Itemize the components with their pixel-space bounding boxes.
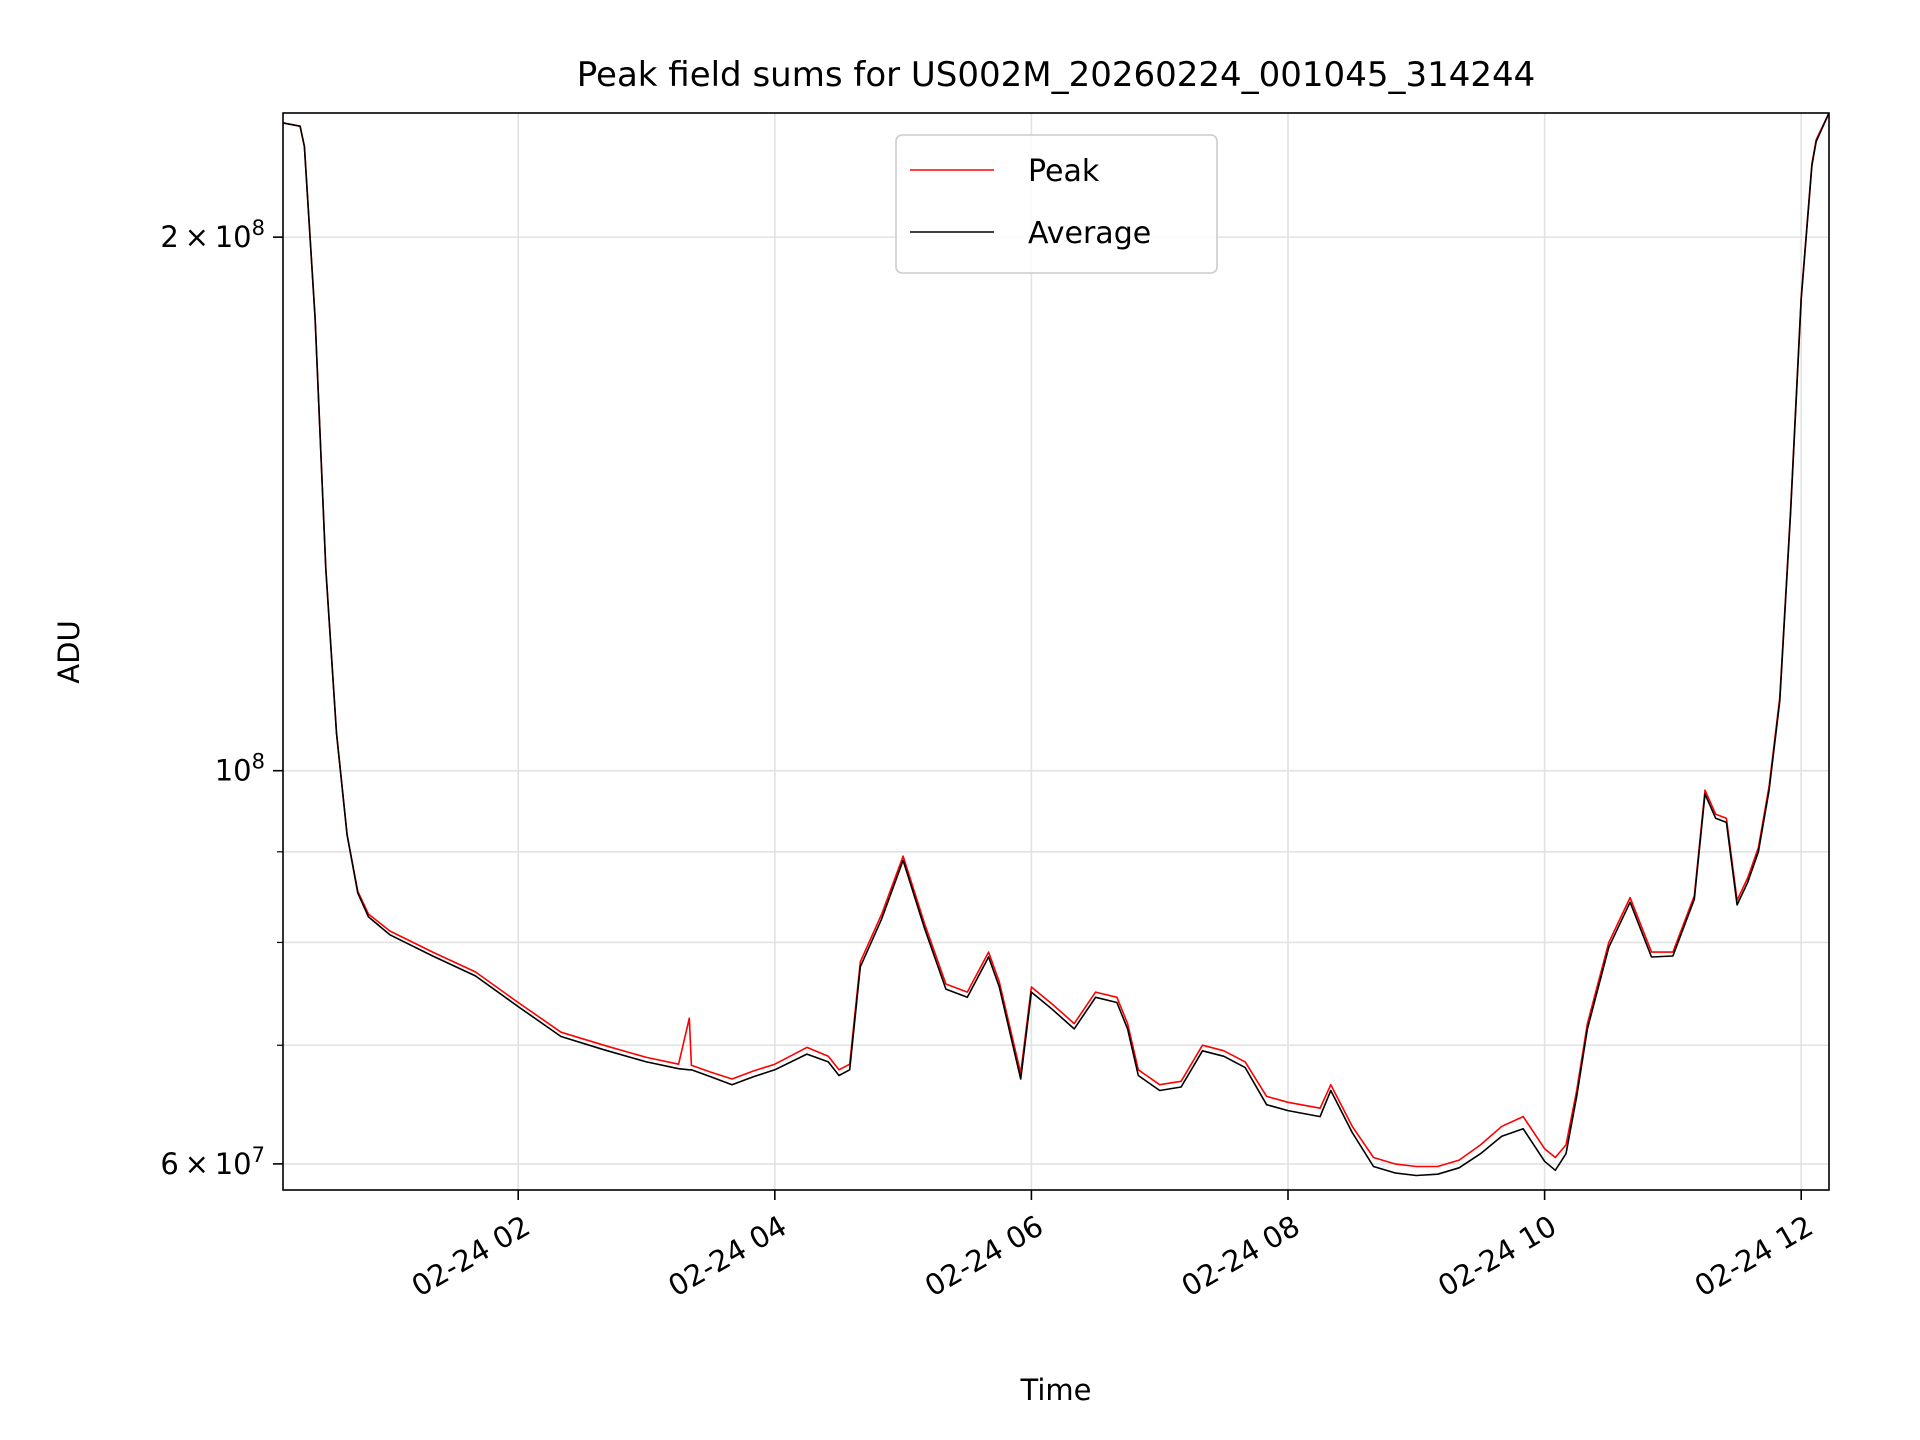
y-tick-exponent: 8	[252, 216, 265, 240]
series-lines	[283, 113, 1829, 1177]
chart-title: Peak field sums for US002M_20260224_0010…	[577, 55, 1536, 95]
legend: Peak Average	[895, 134, 1218, 274]
y-tick-label: 2 × 108	[160, 216, 265, 254]
legend-peak-label: Peak	[1028, 154, 1100, 189]
series-line-peak	[283, 113, 1829, 1168]
x-axis-label: Time	[1020, 1373, 1092, 1407]
y-tick-label: 6 × 107	[160, 1143, 265, 1181]
y-tick-label: 108	[215, 750, 265, 788]
legend-average-label: Average	[1028, 216, 1151, 251]
y-tick-base: 6 × 10	[160, 1147, 251, 1181]
y-tick-base: 2 × 10	[160, 220, 251, 254]
grid	[283, 113, 1829, 1190]
y-tick-base: 10	[215, 754, 252, 788]
plot-frame	[282, 112, 1830, 1191]
y-tick-exponent: 8	[252, 750, 265, 774]
y-tick-exponent: 7	[252, 1143, 265, 1167]
y-axis-label: ADU	[52, 620, 86, 683]
series-line-average	[283, 113, 1829, 1177]
